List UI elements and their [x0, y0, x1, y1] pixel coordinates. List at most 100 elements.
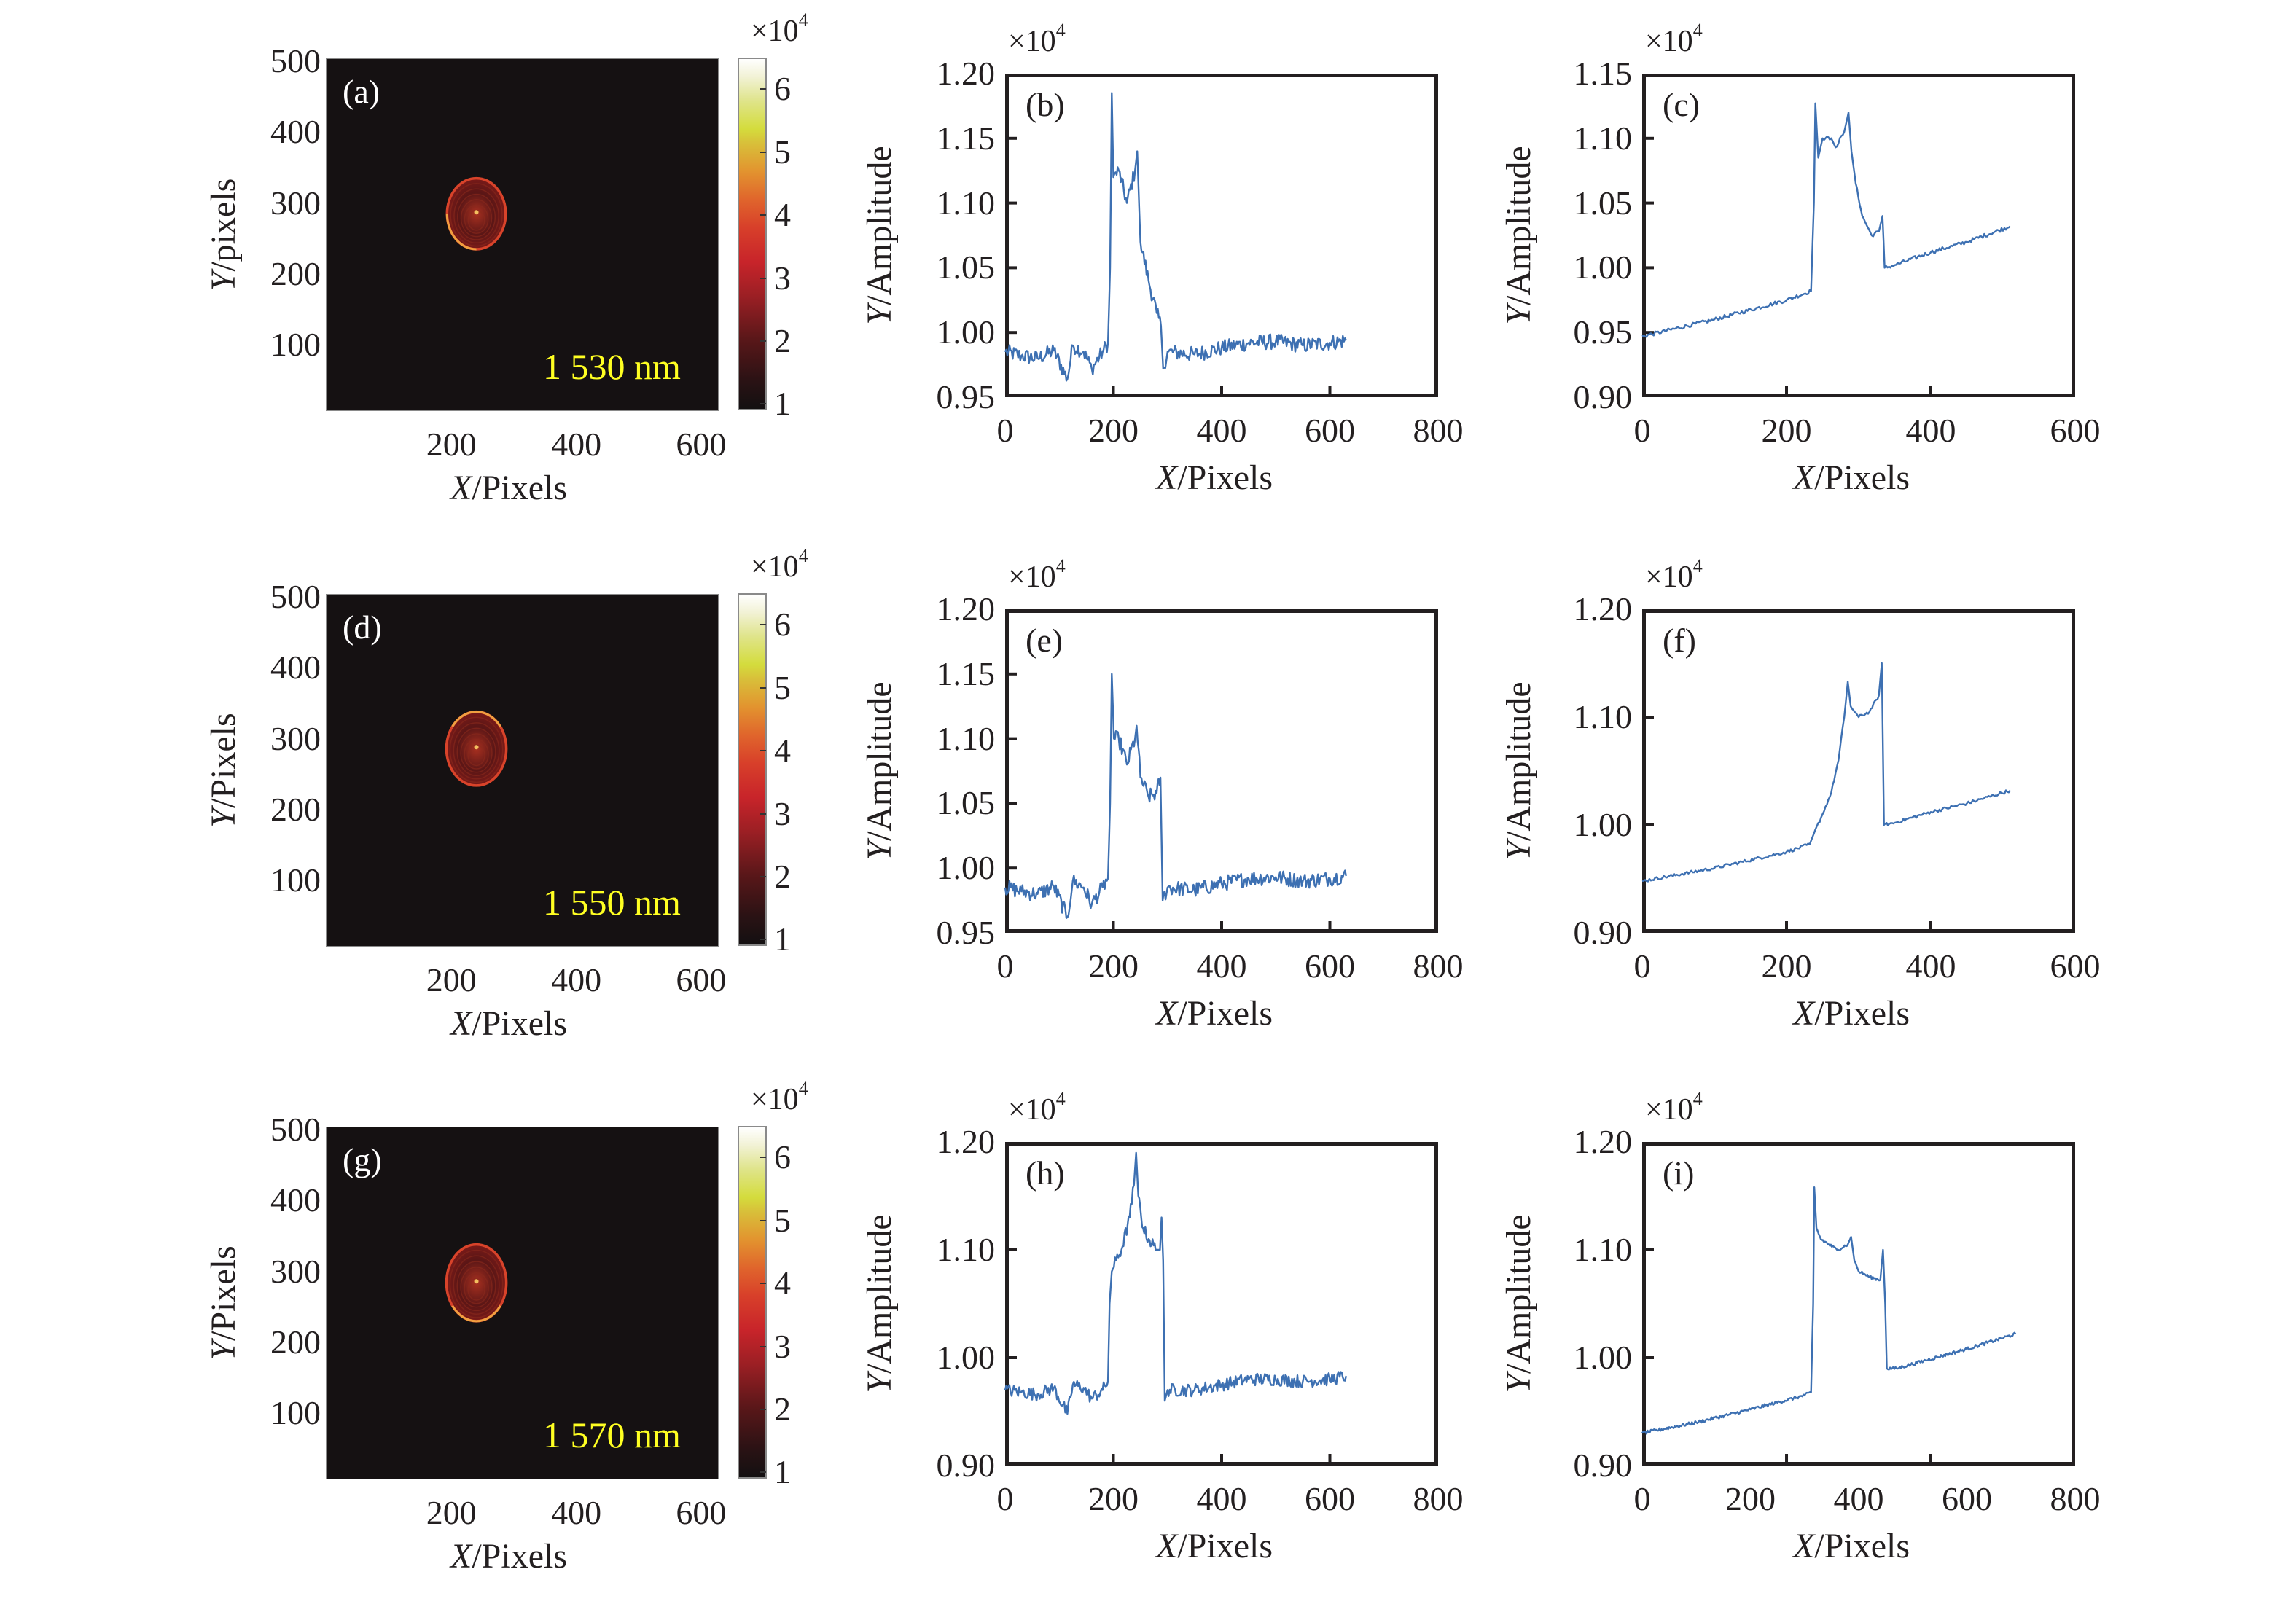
panel-f: (f) 0.90 1.00 1.10 1.20 0 200 400 600 Y/Amplitude…	[0, 536, 2296, 1071]
axis-unit: /Pixels	[1814, 458, 1910, 497]
colorbar-tick-label: 4	[774, 732, 791, 770]
spot-bright-edge	[445, 214, 477, 251]
x-tick-label: 600	[1305, 412, 1355, 449]
x-tick-label: 600	[2050, 947, 2101, 985]
x-axis-label: X/Pixels	[450, 1539, 567, 1574]
colorbar-tick	[760, 1157, 766, 1159]
interference-ring	[450, 183, 503, 247]
x-axis-label: X/Pixels	[1793, 1529, 1910, 1564]
x-tick-label: 400	[1833, 1480, 1884, 1517]
x-axis-label: X/Pixels	[1793, 996, 1910, 1031]
y-axis-label: Y/Amplitude	[1499, 146, 1538, 325]
x-axis-label: X/Pixels	[1156, 461, 1273, 496]
panel-label: (e)	[1026, 622, 1063, 659]
colorbar-tick	[760, 1345, 766, 1347]
trace-line	[1004, 92, 1347, 382]
panel-label: (h)	[1026, 1154, 1065, 1192]
y-tick-label: 200	[270, 255, 321, 293]
x-tick-label: 400	[551, 426, 602, 463]
panel-label: (i)	[1663, 1154, 1695, 1192]
plot-frame	[1005, 1142, 1438, 1466]
y-tick-label: 1.00	[1573, 806, 1633, 843]
colorbar-tick	[760, 1408, 766, 1410]
axis-unit: /Pixels	[1177, 994, 1273, 1033]
trace-line	[1641, 1186, 2017, 1435]
interference-ring	[460, 1267, 493, 1308]
colorbar-tick	[760, 875, 766, 877]
y-tick-label: 200	[270, 791, 321, 829]
y-tick-label: 1.00	[936, 1339, 996, 1376]
axis-unit: /Pixels	[472, 469, 568, 507]
panel-row-1: (c) 0.90 0.95 1.00 1.05 1.10 1.15 0 200 400 600 Y/A…	[0, 0, 2296, 536]
interference-ring	[453, 188, 499, 244]
panel-row-1: (b) 0.95 1.00 1.05 1.10 1.15 1.20 0 200 400 600 800…	[0, 0, 2296, 536]
y-tick-label: 400	[270, 1181, 321, 1219]
colorbar-tick-label: 6	[774, 1138, 791, 1176]
axis-unit: /Pixels	[1177, 1527, 1273, 1565]
axis-unit: /Pixels	[1177, 458, 1273, 497]
y-tick-label: 1.00	[936, 849, 996, 887]
y-tick-label: 100	[270, 861, 321, 899]
x-tick-label: 400	[551, 1494, 602, 1531]
y-tick-label: 1.00	[1573, 1339, 1633, 1376]
axis-variable: X	[1156, 458, 1178, 497]
exponent-power: 4	[1692, 20, 1703, 41]
y-tick-label: 1.10	[1573, 119, 1633, 157]
colorbar	[738, 1126, 767, 1479]
colorbar-tick-label: 3	[774, 259, 791, 297]
axis-unit: /Pixels	[1814, 994, 1910, 1033]
colorbar-tick	[760, 340, 766, 342]
colorbar-tick	[760, 214, 766, 216]
wavelength-label: 1 550 nm	[543, 882, 681, 923]
y-tick-label: 0.90	[936, 1447, 996, 1484]
y-tick-label: 1.10	[1573, 1231, 1633, 1268]
panel-row-3: (h) 0.90 1.00 1.10 1.20 0 200 400 600 800 Y/Amplit…	[0, 1068, 2296, 1604]
plot-svg	[1004, 672, 1347, 933]
trace-line	[1004, 673, 1347, 919]
spot-bright-edge	[451, 711, 501, 727]
axis-variable: X	[450, 1537, 472, 1576]
spot-bright-edge	[451, 1305, 501, 1323]
y-tick-label: 300	[270, 719, 321, 757]
colorbar-tick-label: 2	[774, 857, 791, 895]
colorbar-tick-label: 4	[774, 196, 791, 234]
colorbar-tick	[760, 277, 766, 279]
plot-svg	[1641, 662, 2011, 933]
y-tick-label: 500	[270, 577, 321, 615]
y-tick-label: 500	[270, 1110, 321, 1148]
panel-label: (d)	[343, 609, 382, 646]
y-tick-label: 1.05	[1573, 184, 1633, 222]
panel-row-3: (i) 0.90 1.00 1.10 1.20 0 200 400 600 800 Y/Amplit…	[0, 1068, 2296, 1604]
colorbar-tick	[760, 813, 766, 815]
interference-ring	[453, 722, 500, 780]
panel-b: (b) 0.95 1.00 1.05 1.10 1.15 1.20 0 200 400 600 800…	[0, 0, 2296, 536]
y-tick-label: 1.20	[936, 1123, 996, 1160]
x-tick-label: 800	[1413, 1480, 1464, 1517]
panel-label: (g)	[343, 1141, 382, 1178]
y-tick-label: 1.15	[936, 119, 996, 157]
panel-label: (b)	[1026, 86, 1065, 123]
axis-variable: X	[450, 1004, 472, 1043]
panel-label: (a)	[343, 73, 380, 110]
spot-center	[474, 745, 479, 750]
x-tick-label: 800	[2050, 1480, 2101, 1517]
spot-center	[474, 210, 479, 215]
y-tick-label: 0.90	[1573, 1447, 1633, 1484]
y-tick-label: 400	[270, 649, 321, 686]
x-tick-label: 200	[1725, 1480, 1776, 1517]
colorbar-tick	[760, 1219, 766, 1221]
y-axis-label: Y/Amplitude	[1499, 681, 1538, 860]
x-tick-label: 0	[996, 947, 1014, 985]
axis-variable: X	[1793, 1527, 1815, 1565]
exponent-power: 4	[1055, 1088, 1066, 1109]
exponent-base: ×10	[751, 1083, 799, 1116]
panel-row-2: (e) 0.95 1.00 1.05 1.10 1.15 1.20 0 200 400 600 800…	[0, 536, 2296, 1071]
colorbar-tick	[760, 939, 766, 941]
panel-row-2: (f) 0.90 1.00 1.10 1.20 0 200 400 600 Y/Amplitude…	[0, 536, 2296, 1071]
interference-ring	[464, 204, 489, 234]
y-tick-label: 500	[270, 42, 321, 79]
interference-ring	[457, 193, 496, 240]
y-tick-label: 0.95	[936, 378, 996, 415]
axis-variable: Y	[1499, 305, 1538, 325]
amplitude-scale-label: ×104	[1008, 21, 1066, 58]
